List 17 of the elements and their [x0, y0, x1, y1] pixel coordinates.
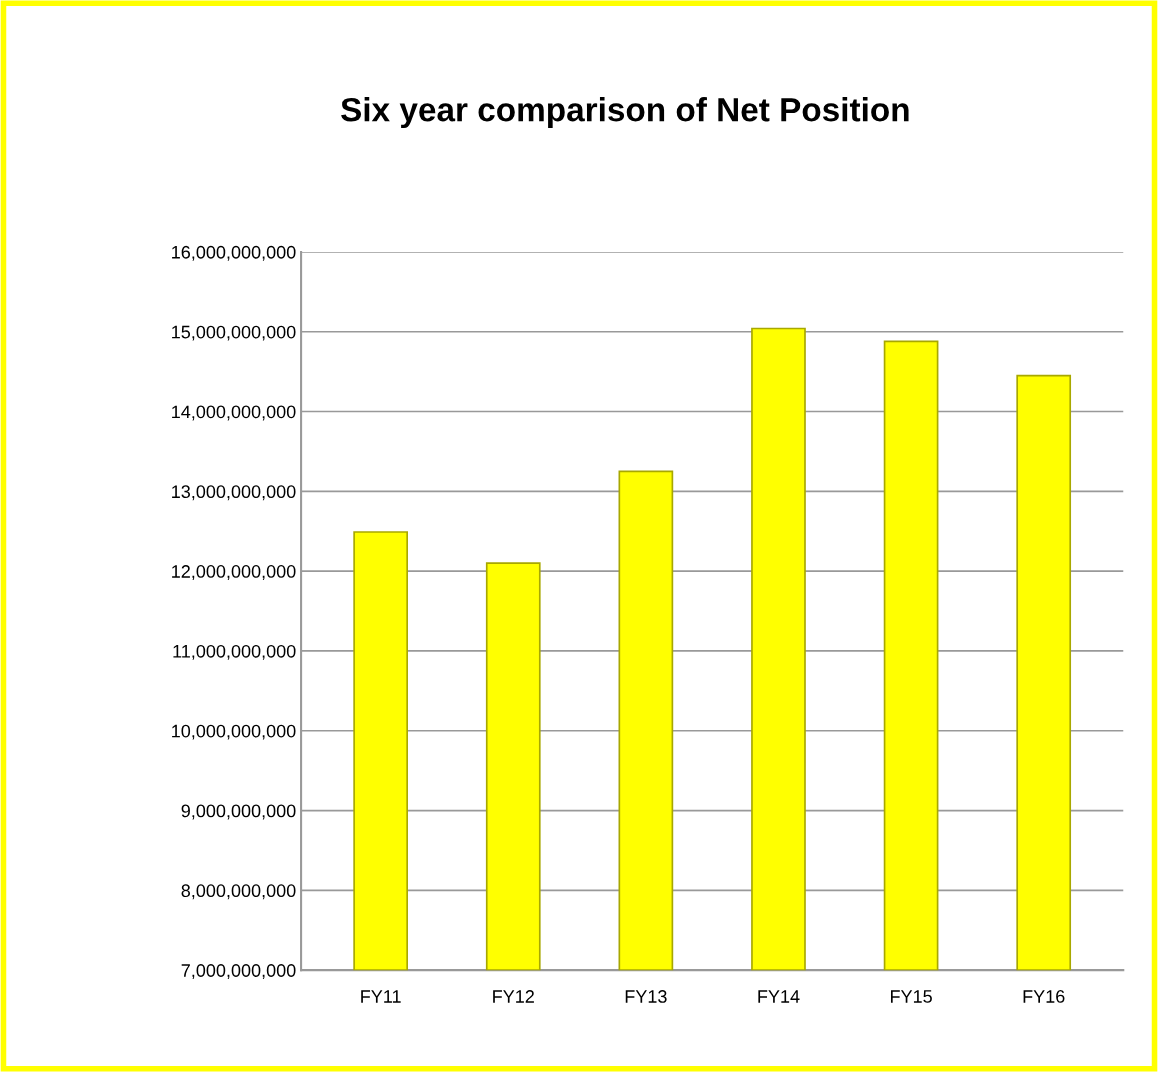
- x-tick-label: FY15: [890, 990, 932, 1003]
- x-tick-label: FY16: [1023, 990, 1065, 1003]
- x-tick-label: FY13: [625, 990, 667, 1003]
- x-tick-label: FY14: [758, 990, 800, 1003]
- x-tick-label: FY11: [361, 990, 401, 1003]
- y-tick-label: 15,000,000,000: [172, 325, 296, 341]
- y-tick-label: 8,000,000,000: [181, 884, 296, 900]
- y-tick-label: 16,000,000,000: [172, 245, 296, 261]
- y-tick-label: 10,000,000,000: [172, 724, 296, 740]
- chart-title: Six year comparison of Net Position: [341, 97, 909, 129]
- y-tick-label: 7,000,000,000: [181, 964, 296, 980]
- x-tick-label: FY12: [493, 990, 534, 1003]
- y-tick-label: 12,000,000,000: [172, 565, 296, 580]
- y-tick-label: 13,000,000,000: [172, 485, 296, 501]
- y-tick-label: 9,000,000,000: [181, 804, 296, 820]
- y-tick-label: 11,000,000,000: [173, 644, 296, 660]
- y-tick-label: 14,000,000,000: [172, 405, 296, 421]
